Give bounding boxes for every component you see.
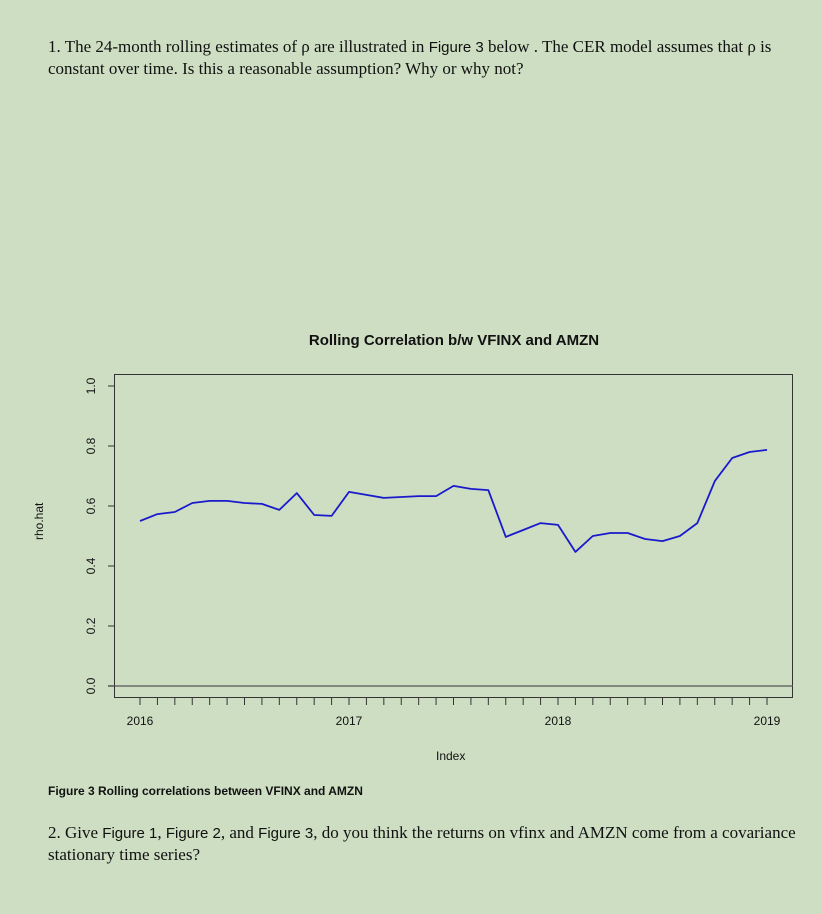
y-tick-label: 0.0 [84, 677, 98, 695]
plot-frame [114, 374, 793, 698]
figure-3-reference: Figure 3 [258, 825, 314, 842]
separator: , [157, 823, 166, 842]
y-axis-label: rho.hat [32, 502, 46, 540]
chart-title: Rolling Correlation b/w VFINX and AMZN [308, 332, 600, 349]
x-tick-label: 2018 [544, 714, 572, 728]
rho-hat-line [139, 449, 768, 553]
figure-caption: Figure 3 Rolling correlations between VF… [48, 784, 363, 798]
y-axis-ticks [108, 385, 115, 687]
question-2-prefix: 2. Give [48, 823, 103, 842]
x-tick-label: 2017 [335, 714, 363, 728]
question-1-suffix: below . The CER model assumes that ρ is … [48, 37, 772, 78]
x-tick-label: 2019 [753, 714, 781, 728]
x-tick-label: 2016 [126, 714, 154, 728]
y-tick-label: 0.6 [84, 497, 98, 515]
figure-2-reference: Figure 2 [165, 825, 221, 842]
question-2-suffix: , do you think the returns on vfinx and … [48, 823, 796, 864]
question-1-prefix: 1. The 24-month rolling estimates of ρ a… [48, 37, 429, 56]
y-tick-label: 1.0 [84, 377, 98, 395]
figure-1-reference: Figure 1 [102, 825, 158, 842]
y-tick-label: 0.4 [84, 557, 98, 575]
x-axis-label: Index [436, 749, 466, 763]
y-tick-label: 0.2 [84, 617, 98, 635]
y-tick-label: 0.8 [84, 437, 98, 455]
figure-3-reference: Figure 3 [428, 39, 484, 56]
x-axis-ticks [139, 698, 768, 705]
question-2: 2. Give Figure 1, Figure 2, and Figure 3… [18, 822, 808, 865]
question-1: 1. The 24-month rolling estimates of ρ a… [18, 36, 808, 79]
separator: , and [220, 823, 259, 842]
